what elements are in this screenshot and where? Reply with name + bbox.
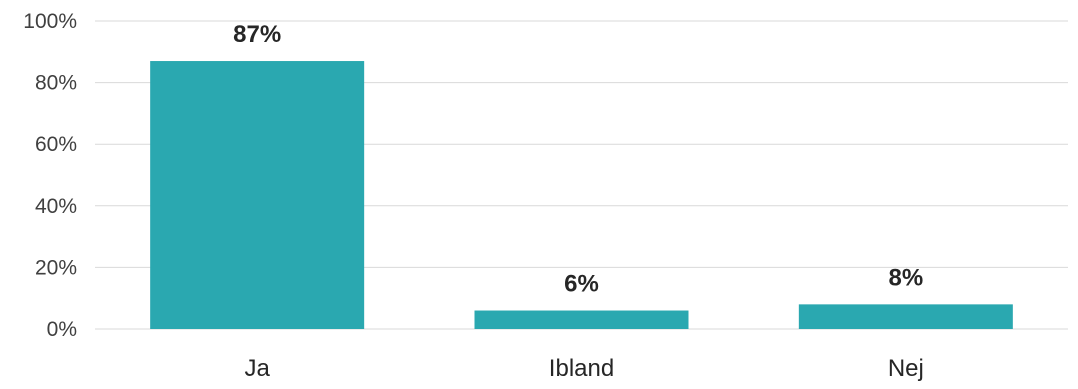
y-tick-label: 0% [47, 318, 77, 341]
x-tick-label: Nej [888, 355, 924, 382]
bar [474, 310, 689, 329]
y-tick-label: 40% [35, 195, 77, 218]
data-label: 6% [564, 271, 599, 298]
y-tick-label: 20% [35, 256, 77, 279]
y-tick-label: 100% [23, 10, 77, 33]
bar [150, 61, 365, 329]
bar [798, 304, 1013, 329]
x-tick-label: Ja [244, 355, 270, 382]
data-label: 87% [233, 21, 281, 48]
x-tick-label: Ibland [549, 355, 614, 382]
data-label: 8% [888, 264, 923, 291]
y-tick-label: 80% [35, 72, 77, 95]
y-tick-label: 60% [35, 133, 77, 156]
